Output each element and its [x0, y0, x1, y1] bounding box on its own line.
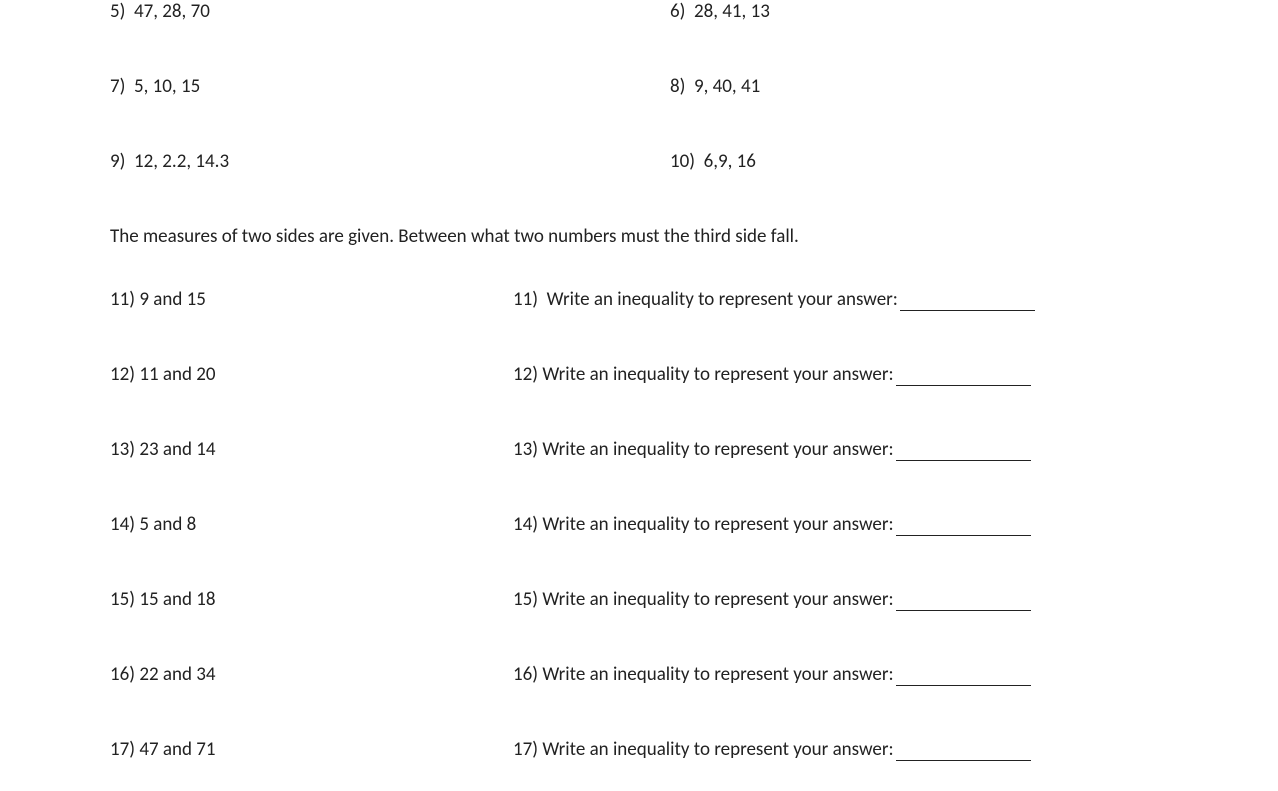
worksheet-page: 5) 47, 28, 70 7) 5, 10, 15 9) 12, 2.2, 1… — [0, 0, 1278, 791]
problem-number: 15) — [110, 588, 135, 611]
problem-text: 9 and 15 — [139, 288, 206, 311]
answer-blank[interactable] — [896, 742, 1031, 761]
answer-blank[interactable] — [900, 292, 1035, 311]
problem-6: 6) 28, 41, 13 — [670, 0, 1230, 23]
problem-10: 10) 6,9, 16 — [670, 150, 1230, 173]
problem-number: 17) — [513, 738, 538, 761]
problem-text: 6,9, 16 — [704, 150, 756, 173]
answer-16: 16) Write an inequality to represent you… — [513, 663, 1035, 686]
problem-number: 12) — [110, 363, 135, 386]
problem-number: 8) — [670, 75, 685, 98]
problem-17: 17) 47 and 71 — [110, 738, 513, 761]
problem-text: 12, 2.2, 14.3 — [134, 150, 229, 173]
problem-number: 11) — [513, 288, 538, 311]
answer-prompt: Write an inequality to represent your an… — [547, 288, 898, 311]
problem-number: 16) — [513, 663, 538, 686]
problem-text: 5, 10, 15 — [134, 75, 200, 98]
problem-11: 11) 9 and 15 — [110, 288, 513, 311]
answer-blank[interactable] — [896, 517, 1031, 536]
answer-12: 12) Write an inequality to represent you… — [513, 363, 1035, 386]
answer-prompt: Write an inequality to represent your an… — [542, 738, 893, 761]
answer-blank[interactable] — [896, 442, 1031, 461]
problem-number: 11) — [110, 288, 135, 311]
problem-number: 14) — [513, 513, 538, 536]
problem-number: 16) — [110, 663, 135, 686]
problem-7: 7) 5, 10, 15 — [110, 75, 670, 98]
problem-number: 5) — [110, 0, 125, 23]
answer-prompt: Write an inequality to represent your an… — [542, 588, 893, 611]
answer-prompt: Write an inequality to represent your an… — [542, 663, 893, 686]
problem-text: 23 and 14 — [139, 438, 215, 461]
problem-number: 15) — [513, 588, 538, 611]
top-right-column: 6) 28, 41, 13 8) 9, 40, 41 10) 6,9, 16 — [670, 0, 1230, 173]
bottom-right-column: 11) Write an inequality to represent you… — [513, 288, 1035, 761]
answer-prompt: Write an inequality to represent your an… — [542, 438, 893, 461]
problem-number: 12) — [513, 363, 538, 386]
problem-text: 5 and 8 — [139, 513, 196, 536]
answer-15: 15) Write an inequality to represent you… — [513, 588, 1035, 611]
problem-text: 47, 28, 70 — [134, 0, 210, 23]
answer-11: 11) Write an inequality to represent you… — [513, 288, 1035, 311]
answer-13: 13) Write an inequality to represent you… — [513, 438, 1035, 461]
top-problems: 5) 47, 28, 70 7) 5, 10, 15 9) 12, 2.2, 1… — [0, 0, 1278, 173]
section-instruction: The measures of two sides are given. Bet… — [0, 173, 1278, 248]
top-left-column: 5) 47, 28, 70 7) 5, 10, 15 9) 12, 2.2, 1… — [110, 0, 670, 173]
answer-prompt: Write an inequality to represent your an… — [542, 513, 893, 536]
problem-text: 9, 40, 41 — [694, 75, 760, 98]
bottom-problems: 11) 9 and 15 12) 11 and 20 13) 23 and 14… — [0, 288, 1278, 761]
problem-12: 12) 11 and 20 — [110, 363, 513, 386]
problem-15: 15) 15 and 18 — [110, 588, 513, 611]
problem-number: 14) — [110, 513, 135, 536]
problem-text: 22 and 34 — [139, 663, 215, 686]
problem-9: 9) 12, 2.2, 14.3 — [110, 150, 670, 173]
problem-5: 5) 47, 28, 70 — [110, 0, 670, 23]
bottom-left-column: 11) 9 and 15 12) 11 and 20 13) 23 and 14… — [110, 288, 513, 761]
problem-text: 47 and 71 — [139, 738, 215, 761]
problem-14: 14) 5 and 8 — [110, 513, 513, 536]
problem-number: 6) — [670, 0, 685, 23]
answer-17: 17) Write an inequality to represent you… — [513, 738, 1035, 761]
problem-8: 8) 9, 40, 41 — [670, 75, 1230, 98]
problem-number: 13) — [513, 438, 538, 461]
answer-blank[interactable] — [896, 592, 1031, 611]
problem-number: 13) — [110, 438, 135, 461]
problem-number: 9) — [110, 150, 125, 173]
answer-blank[interactable] — [896, 667, 1031, 686]
problem-number: 7) — [110, 75, 125, 98]
answer-prompt: Write an inequality to represent your an… — [542, 363, 893, 386]
problem-text: 11 and 20 — [139, 363, 215, 386]
answer-14: 14) Write an inequality to represent you… — [513, 513, 1035, 536]
answer-blank[interactable] — [896, 367, 1031, 386]
problem-13: 13) 23 and 14 — [110, 438, 513, 461]
problem-text: 28, 41, 13 — [694, 0, 770, 23]
problem-number: 17) — [110, 738, 135, 761]
problem-number: 10) — [670, 150, 695, 173]
problem-text: 15 and 18 — [139, 588, 215, 611]
problem-16: 16) 22 and 34 — [110, 663, 513, 686]
